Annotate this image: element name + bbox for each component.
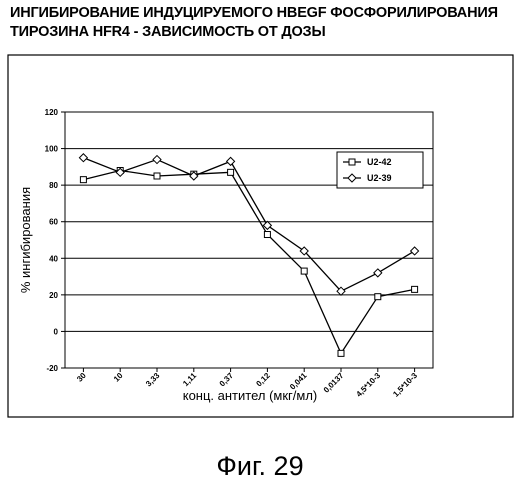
y-tick-label: 100 — [45, 145, 59, 154]
plot-frame — [65, 112, 433, 368]
data-point-U2-42 — [338, 350, 344, 356]
data-point-U2-42 — [80, 177, 86, 183]
data-point-U2-42 — [264, 232, 270, 238]
chart: -2002040608010012030103,331,110,370,120,… — [0, 0, 520, 440]
data-point-U2-42 — [412, 286, 418, 292]
y-tick-label: 120 — [45, 108, 59, 117]
x-axis-label: конц. антител (мкг/мл) — [183, 388, 318, 403]
y-tick-label: 80 — [49, 181, 58, 190]
legend-label: U2-42 — [367, 157, 392, 167]
data-point-U2-42 — [375, 294, 381, 300]
data-point-U2-42 — [349, 159, 355, 165]
figure-caption: Фиг. 29 — [0, 450, 520, 482]
y-tick-label: 60 — [49, 218, 58, 227]
data-point-U2-42 — [154, 173, 160, 179]
plot-area: -2002040608010012030103,331,110,370,120,… — [45, 108, 433, 399]
y-tick-label: 20 — [49, 291, 58, 300]
data-point-U2-42 — [228, 169, 234, 175]
y-tick-label: -20 — [46, 364, 58, 373]
y-tick-label: 0 — [54, 327, 59, 336]
y-axis-label: % ингибирования — [18, 187, 33, 293]
y-tick-label: 40 — [49, 254, 58, 263]
legend-label: U2-39 — [367, 173, 392, 183]
data-point-U2-42 — [301, 268, 307, 274]
